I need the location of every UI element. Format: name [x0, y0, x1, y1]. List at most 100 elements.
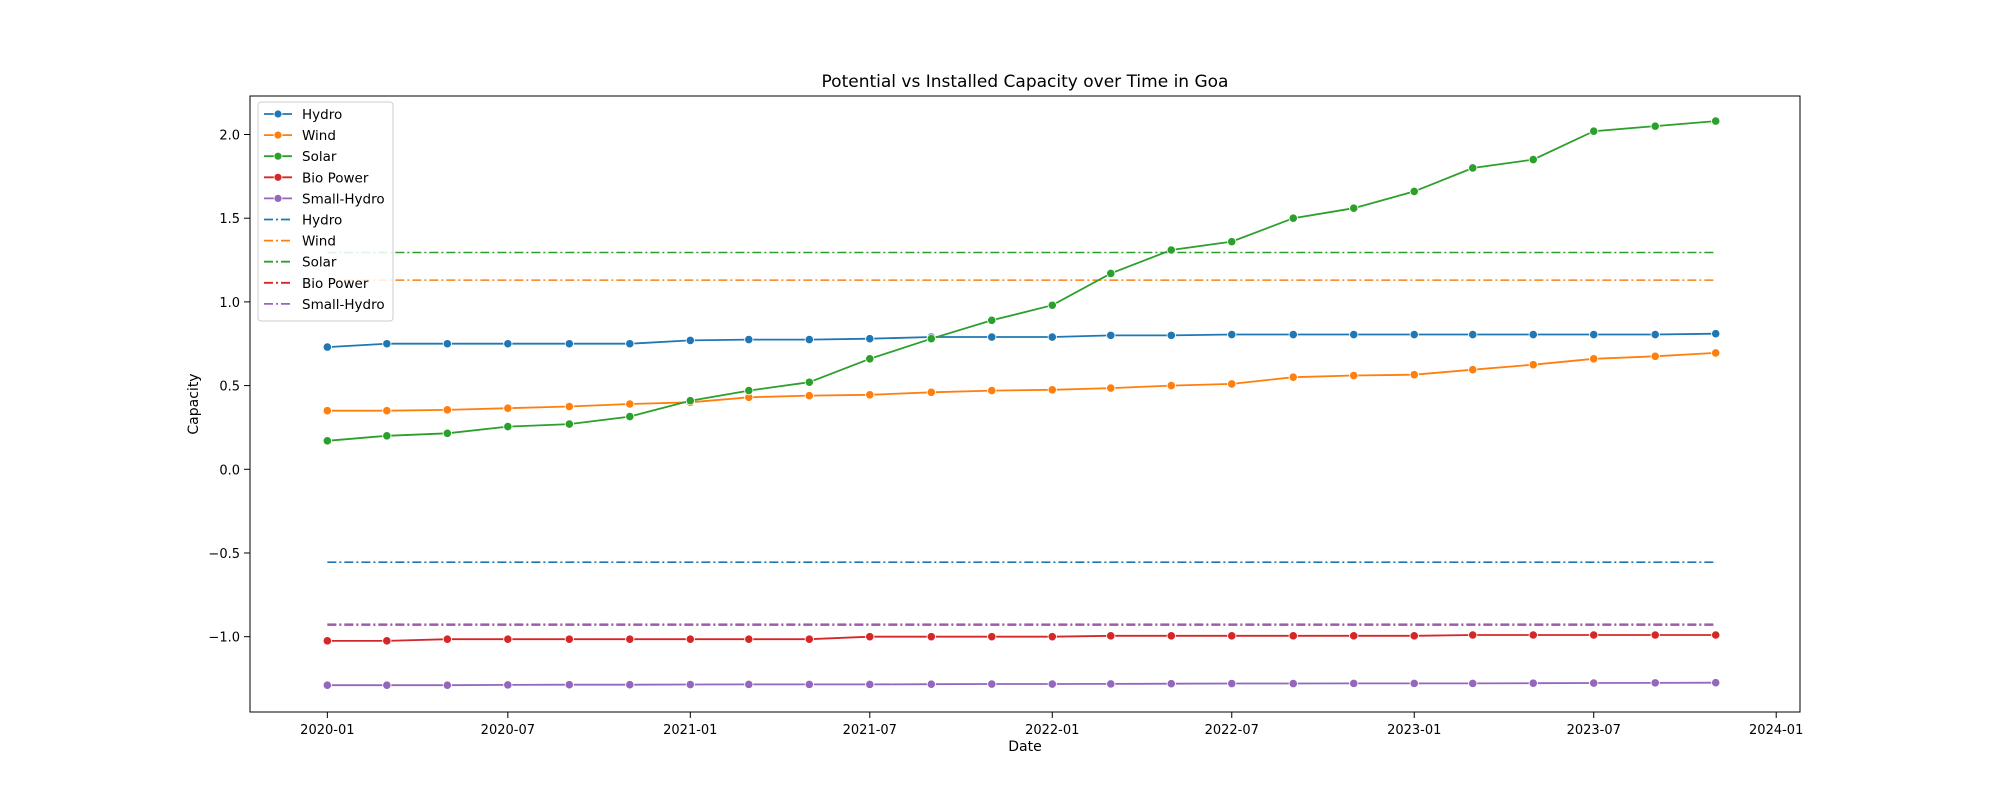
- legend-marker-wind: [273, 130, 283, 140]
- data-point-wind: [1349, 370, 1359, 381]
- data-point-bio-power: [503, 634, 513, 644]
- legend-label-wind: Wind: [302, 128, 336, 144]
- data-point-wind: [503, 403, 513, 413]
- data-point-wind: [865, 390, 875, 400]
- data-point-small-hydro: [564, 680, 574, 690]
- legend-label-hydro: Hydro: [302, 213, 342, 229]
- data-point-hydro: [382, 339, 392, 349]
- data-point-solar: [804, 377, 814, 387]
- x-axis: 2020-01 2020-07 2021-01 2021-07 2022-01 2022-…: [300, 712, 1803, 738]
- x-tick-label: 2020-07: [481, 723, 535, 738]
- data-point-hydro: [1650, 329, 1660, 340]
- data-point-solar: [744, 386, 754, 396]
- data-point-bio-power: [926, 632, 936, 642]
- data-point-wind: [1106, 383, 1116, 393]
- data-point-bio-power: [1650, 630, 1660, 640]
- x-tick-label: 2021-07: [843, 723, 897, 738]
- y-tick-label: 0.0: [219, 463, 240, 478]
- chart-title: Potential vs Installed Capacity over Tim…: [822, 72, 1229, 92]
- y-tick-label: 0.5: [219, 380, 240, 395]
- y-tick-label: 2.0: [219, 129, 240, 144]
- data-point-solar: [987, 315, 997, 325]
- data-point-small-hydro: [1409, 678, 1419, 688]
- data-point-solar: [1349, 203, 1359, 213]
- data-point-wind: [1528, 360, 1538, 370]
- data-point-bio-power: [625, 634, 635, 644]
- legend-marker-small-hydro: [273, 193, 283, 203]
- data-point-bio-power: [1528, 630, 1538, 640]
- data-point-hydro: [987, 332, 997, 342]
- x-tick-label: 2022-01: [1025, 723, 1079, 738]
- data-point-hydro: [1409, 329, 1419, 340]
- data-point-solar: [1106, 268, 1116, 279]
- data-point-small-hydro: [625, 680, 635, 690]
- data-point-bio-power: [322, 636, 332, 646]
- data-point-hydro: [1106, 330, 1116, 340]
- legend-label-bio-power: Bio Power: [302, 170, 369, 186]
- data-point-small-hydro: [1650, 678, 1660, 688]
- data-point-wind: [804, 391, 814, 401]
- legend: Hydro Wind Solar Bio Power Small-Hydro Hydro W…: [257, 101, 394, 322]
- y-tick-label: 1.0: [219, 296, 240, 311]
- legend-label-solar: Solar: [302, 149, 337, 165]
- data-point-small-hydro: [804, 679, 814, 689]
- data-point-solar: [865, 354, 875, 364]
- data-point-bio-power: [1166, 631, 1176, 641]
- x-tick-label: 2022-07: [1205, 723, 1259, 738]
- data-point-hydro: [625, 339, 635, 349]
- data-point-small-hydro: [865, 679, 875, 689]
- series-layer: [322, 116, 1721, 690]
- data-point-solar: [564, 419, 574, 429]
- data-point-solar: [322, 436, 332, 446]
- legend-marker-solar: [273, 151, 283, 161]
- data-point-wind: [564, 401, 574, 412]
- data-point-wind: [1166, 380, 1176, 391]
- data-point-solar: [1711, 116, 1721, 126]
- data-point-bio-power: [1409, 631, 1419, 641]
- data-point-hydro: [1349, 329, 1359, 340]
- y-tick-label: −1.0: [208, 631, 240, 646]
- legend-label-bio-power: Bio Power: [302, 276, 369, 292]
- data-point-small-hydro: [322, 680, 332, 690]
- data-point-small-hydro: [1288, 678, 1298, 689]
- data-point-small-hydro: [1468, 678, 1478, 688]
- data-point-wind: [1047, 385, 1057, 395]
- data-point-small-hydro: [926, 679, 936, 689]
- data-point-solar: [1288, 213, 1298, 223]
- data-point-solar: [503, 421, 513, 432]
- legend-label-solar: Solar: [302, 255, 337, 271]
- data-point-wind: [1409, 370, 1419, 380]
- data-point-hydro: [1468, 329, 1478, 340]
- legend-marker-bio-power: [273, 172, 283, 182]
- data-point-small-hydro: [1227, 678, 1237, 689]
- x-tick-label: 2020-01: [300, 723, 354, 738]
- data-point-solar: [382, 431, 392, 441]
- data-point-wind: [1227, 379, 1237, 389]
- data-point-solar: [1166, 245, 1176, 255]
- data-point-wind: [1288, 372, 1298, 382]
- data-point-small-hydro: [1528, 678, 1538, 688]
- data-point-bio-power: [744, 634, 754, 644]
- data-point-bio-power: [1106, 631, 1116, 641]
- plot-frame: [249, 95, 1801, 713]
- data-point-small-hydro: [1349, 678, 1359, 688]
- data-point-bio-power: [442, 634, 452, 644]
- y-tick-label: −0.5: [208, 547, 240, 562]
- data-point-small-hydro: [382, 680, 392, 690]
- data-point-hydro: [564, 339, 574, 349]
- data-point-solar: [1589, 126, 1599, 136]
- y-axis-title: Capacity: [186, 373, 202, 434]
- data-point-small-hydro: [987, 679, 997, 689]
- data-point-solar: [442, 428, 452, 438]
- legend-marker-hydro: [273, 109, 283, 119]
- x-axis-title: Date: [1008, 739, 1041, 755]
- data-point-small-hydro: [1166, 679, 1176, 689]
- x-tick-label: 2021-01: [663, 723, 717, 738]
- data-point-hydro: [503, 339, 513, 349]
- data-point-hydro: [1288, 329, 1298, 340]
- data-point-small-hydro: [744, 679, 754, 689]
- data-point-wind: [1468, 365, 1478, 375]
- data-point-solar: [1227, 237, 1237, 247]
- data-point-hydro: [1227, 329, 1237, 340]
